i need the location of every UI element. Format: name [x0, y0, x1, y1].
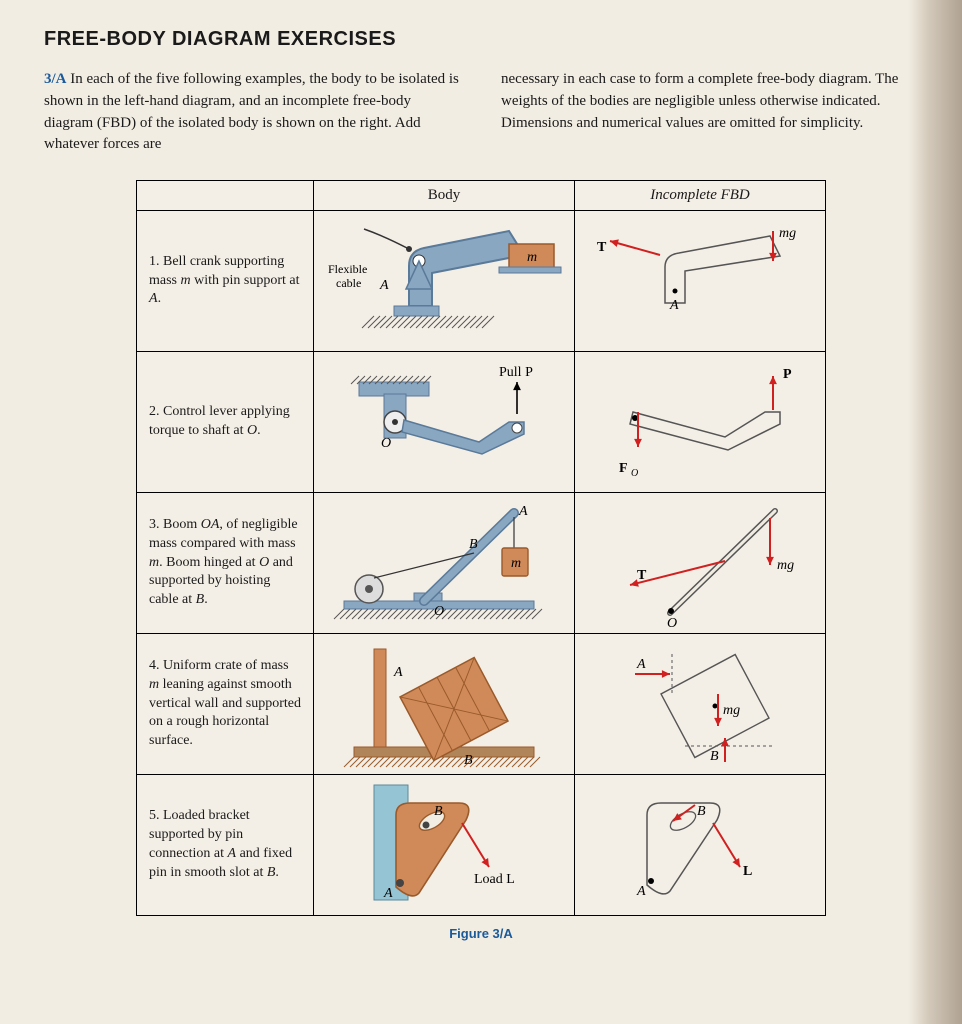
svg-text:mg: mg: [777, 558, 794, 573]
svg-text:A: A: [636, 657, 646, 672]
svg-text:B: B: [469, 537, 478, 552]
svg-text:Flexible: Flexible: [328, 262, 367, 276]
body-diagram: m A B O: [314, 493, 575, 634]
row-description: 5. Loaded bracket supported by pin conne…: [137, 775, 314, 916]
scan-edge-artifact: [908, 0, 962, 1024]
svg-text:m: m: [511, 556, 521, 571]
fbd-diagram: FO P: [575, 352, 826, 493]
intro-right: necessary in each case to form a complet…: [501, 69, 918, 156]
body-diagram: Flexiblecable A m: [314, 211, 575, 352]
body-diagram: A B: [314, 634, 575, 775]
col-header-blank: [137, 181, 314, 211]
figure-caption: Figure 3/A: [44, 926, 918, 941]
svg-text:P: P: [783, 367, 792, 382]
intro-left: In each of the five following examples, …: [44, 71, 459, 152]
svg-text:mg: mg: [723, 703, 740, 718]
table-row: 3. Boom OA, of negligible mass compared …: [137, 493, 826, 634]
svg-text:O: O: [381, 436, 391, 451]
svg-text:A: A: [518, 504, 528, 519]
table-row: 1. Bell crank supporting mass m with pin…: [137, 211, 826, 352]
svg-text:Pull P: Pull P: [499, 365, 533, 380]
svg-text:m: m: [527, 250, 537, 265]
table-header-row: Body Incomplete FBD: [137, 181, 826, 211]
intro-text: 3/A In each of the five following exampl…: [44, 69, 918, 156]
svg-text:A: A: [383, 886, 393, 901]
svg-text:Load L: Load L: [474, 872, 515, 887]
svg-text:T: T: [637, 568, 647, 583]
fbd-diagram: A T mg: [575, 211, 826, 352]
col-header-fbd: Incomplete FBD: [575, 181, 826, 211]
svg-text:B: B: [434, 804, 443, 819]
fbd-diagram: O T mg: [575, 493, 826, 634]
body-diagram: Load L A B: [314, 775, 575, 916]
svg-text:O: O: [434, 604, 444, 619]
fbd-diagram: A B L: [575, 775, 826, 916]
svg-text:O: O: [667, 616, 677, 631]
row-description: 3. Boom OA, of negligible mass compared …: [137, 493, 314, 634]
table-row: 2. Control lever applying torque to shaf…: [137, 352, 826, 493]
page-title: FREE-BODY DIAGRAM EXERCISES: [44, 28, 918, 51]
svg-text:mg: mg: [779, 226, 796, 241]
svg-text:B: B: [464, 753, 473, 768]
row-description: 4. Uniform crate of mass m leaning again…: [137, 634, 314, 775]
svg-text:cable: cable: [336, 276, 361, 290]
table-row: 5. Loaded bracket supported by pin conne…: [137, 775, 826, 916]
svg-text:T: T: [597, 240, 607, 255]
svg-text:F: F: [619, 461, 628, 476]
svg-text:B: B: [710, 749, 719, 764]
row-description: 2. Control lever applying torque to shaf…: [137, 352, 314, 493]
svg-text:L: L: [743, 864, 752, 879]
problem-number: 3/A: [44, 71, 67, 87]
svg-text:O: O: [631, 468, 638, 479]
svg-text:A: A: [669, 298, 679, 313]
row-description: 1. Bell crank supporting mass m with pin…: [137, 211, 314, 352]
fbd-diagram: A mg B: [575, 634, 826, 775]
svg-text:A: A: [393, 665, 403, 680]
figure-table: Body Incomplete FBD 1. Bell crank suppor…: [136, 180, 826, 916]
svg-text:A: A: [636, 884, 646, 899]
svg-text:B: B: [697, 804, 706, 819]
table-row: 4. Uniform crate of mass m leaning again…: [137, 634, 826, 775]
svg-text:A: A: [379, 278, 389, 293]
col-header-body: Body: [314, 181, 575, 211]
body-diagram: Pull P O: [314, 352, 575, 493]
